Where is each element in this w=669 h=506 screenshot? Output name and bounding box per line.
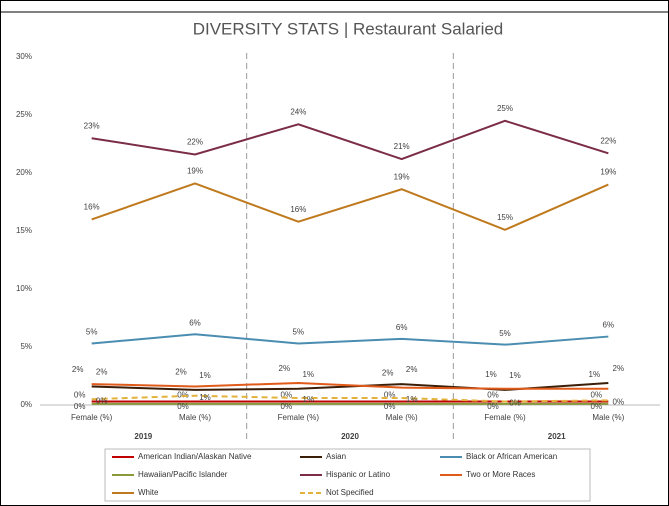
legend-label: White: [138, 488, 159, 497]
y-tick-label: 15%: [16, 226, 32, 235]
series-line: [91, 119, 609, 161]
y-tick-label: 0%: [20, 400, 32, 409]
x-tick-label: Female (%): [71, 413, 113, 422]
chart-title: DIVERSITY STATS | Restaurant Salaried: [193, 19, 504, 38]
data-label: 19%: [394, 172, 410, 181]
x-tick-label: Male (%): [386, 413, 418, 422]
data-label: 2%: [382, 369, 394, 378]
data-label: 2%: [279, 364, 291, 373]
series-line: [91, 182, 609, 231]
data-label: 0%: [509, 399, 521, 408]
data-label: 1%: [589, 370, 601, 379]
data-label: 0%: [487, 391, 499, 400]
data-label: 0%: [591, 402, 603, 411]
series-line: [91, 381, 609, 390]
data-label: 16%: [84, 203, 100, 212]
data-label: 0%: [487, 402, 499, 411]
data-label: 1%: [509, 371, 521, 380]
data-label: 16%: [290, 205, 306, 214]
data-label: 19%: [187, 167, 203, 176]
data-label: 1%: [406, 395, 418, 404]
data-label: 6%: [396, 323, 408, 332]
data-label: 6%: [603, 321, 615, 330]
data-label: 1%: [199, 371, 211, 380]
x-tick-label: Female (%): [278, 413, 320, 422]
data-label: 5%: [86, 328, 98, 337]
data-label: 1%: [303, 395, 315, 404]
data-label: 2%: [406, 365, 418, 374]
year-label: 2020: [341, 432, 359, 441]
data-label: 0%: [613, 397, 625, 406]
data-label: 1%: [303, 370, 315, 379]
y-tick-label: 30%: [16, 52, 32, 61]
y-tick-label: 20%: [16, 168, 32, 177]
data-label: 15%: [497, 213, 513, 222]
legend-box: [104, 448, 591, 502]
data-label: 0%: [74, 391, 86, 400]
data-label: 19%: [600, 168, 616, 177]
data-label: 0%: [384, 391, 396, 400]
data-label: 1%: [485, 370, 497, 379]
data-label: 21%: [394, 142, 410, 151]
legend-label: Hispanic or Latino: [326, 470, 391, 479]
y-tick-label: 10%: [16, 284, 32, 293]
year-label: 2021: [548, 432, 566, 441]
data-label: 5%: [293, 328, 305, 337]
data-label: 1%: [199, 393, 211, 402]
legend-label: American Indian/Alaskan Native: [138, 452, 252, 461]
data-label: 0%: [96, 396, 108, 405]
y-tick-label: 5%: [20, 342, 32, 351]
x-tick-label: Male (%): [179, 413, 211, 422]
legend-label: Black or African American: [466, 452, 557, 461]
data-label: 25%: [497, 104, 513, 113]
data-label: 24%: [290, 107, 306, 116]
legend-label: Two or More Races: [466, 470, 535, 479]
data-label: 23%: [84, 121, 100, 130]
data-label: 0%: [281, 402, 293, 411]
data-label: 2%: [175, 368, 187, 377]
data-label: 0%: [74, 402, 86, 411]
data-label: 0%: [177, 402, 189, 411]
data-label: 6%: [189, 318, 201, 327]
series-line: [91, 333, 609, 346]
data-label: 0%: [384, 402, 396, 411]
year-label: 2019: [134, 432, 152, 441]
legend-label: Not Specified: [326, 488, 374, 497]
data-label: 5%: [499, 329, 511, 338]
data-label: 0%: [591, 391, 603, 400]
series-line: [91, 394, 609, 403]
data-label: 2%: [96, 368, 108, 377]
data-label: 2%: [72, 365, 84, 374]
data-label: 0%: [281, 391, 293, 400]
data-label: 22%: [600, 136, 616, 145]
legend-label: Hawaiian/Pacific Islander: [138, 470, 228, 479]
y-tick-label: 25%: [16, 110, 32, 119]
data-label: 22%: [187, 138, 203, 147]
x-tick-label: Male (%): [592, 413, 624, 422]
data-label: 2%: [613, 364, 625, 373]
legend-label: Asian: [326, 452, 346, 461]
x-tick-label: Female (%): [484, 413, 526, 422]
